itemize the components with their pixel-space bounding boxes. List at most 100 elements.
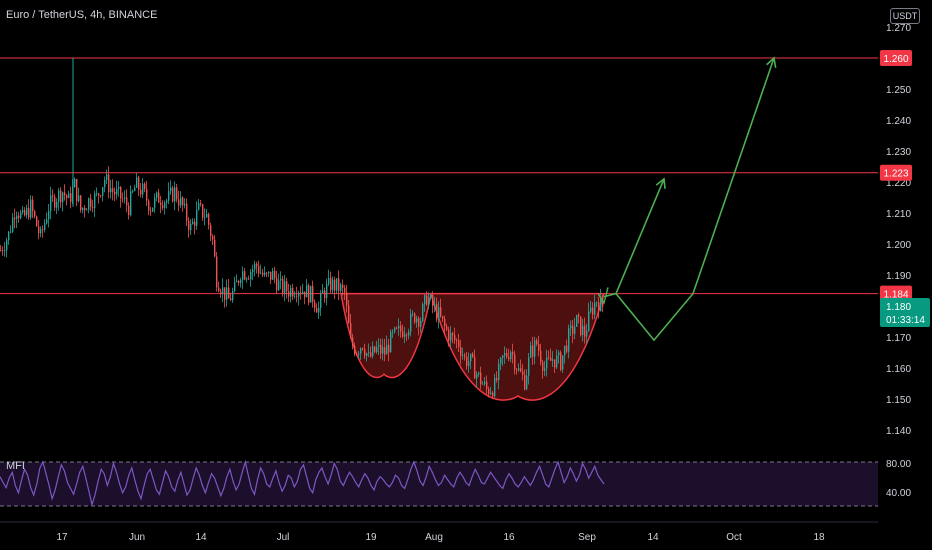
- candle-body: [342, 284, 344, 288]
- candle-body: [240, 280, 242, 283]
- candle-body: [18, 215, 20, 218]
- cup-shape: [340, 292, 432, 379]
- time-tick: 18: [813, 532, 825, 543]
- last-price-value: 1.180: [886, 302, 911, 313]
- candle-body: [494, 378, 496, 397]
- time-tick: Jun: [129, 532, 145, 543]
- candle-body: [440, 307, 442, 317]
- candle-body: [334, 279, 336, 291]
- candle-body: [570, 325, 572, 329]
- candle-body: [362, 348, 364, 350]
- candle-body: [460, 347, 462, 356]
- time-axis[interactable]: 17 Jun 14 Jul 19 Aug 16 Sep 14 Oct 18: [0, 521, 878, 543]
- candle-body: [270, 271, 272, 280]
- candle-body: [160, 202, 162, 206]
- candle-body: [254, 264, 256, 270]
- candle-body: [258, 266, 260, 274]
- candle-body: [64, 192, 66, 196]
- candle-body: [154, 197, 156, 208]
- candle-body: [550, 357, 552, 361]
- candle-body: [0, 250, 2, 251]
- candle-body: [470, 353, 472, 362]
- candle-body: [130, 191, 132, 216]
- indicator-label[interactable]: MFI: [6, 460, 25, 472]
- candle-body: [536, 340, 538, 344]
- candle-body: [380, 344, 382, 354]
- candle-body: [34, 211, 36, 217]
- candle-body: [406, 334, 408, 336]
- candle-body: [150, 210, 152, 212]
- candle-body: [170, 187, 172, 192]
- candle-body: [172, 187, 174, 202]
- candle-body: [514, 354, 516, 370]
- target-path: [615, 57, 775, 342]
- candle-body: [508, 356, 510, 360]
- candle-body: [590, 307, 592, 312]
- candle-body: [580, 316, 582, 336]
- currency-badge[interactable]: USDT: [890, 8, 920, 24]
- candle-body: [40, 229, 42, 234]
- time-tick: Sep: [578, 532, 596, 543]
- candle-body: [70, 193, 72, 202]
- candle-body: [36, 216, 38, 227]
- candle-body: [86, 209, 88, 211]
- candle-body: [212, 236, 214, 240]
- target-arrowhead: [766, 56, 777, 68]
- candle-body: [502, 355, 504, 358]
- candle-body: [358, 353, 360, 355]
- candle-body: [158, 192, 160, 203]
- candle-body: [194, 221, 196, 226]
- candle-body: [16, 215, 18, 220]
- candle-body: [504, 353, 506, 356]
- candle-body: [234, 282, 236, 292]
- time-tick: Aug: [425, 532, 443, 543]
- candle-body: [374, 346, 376, 353]
- price-tick: 1.140: [886, 426, 911, 437]
- target-arrows: [597, 56, 777, 342]
- last-price-box: [880, 298, 930, 327]
- candle-body: [218, 287, 220, 292]
- candle-body: [486, 381, 488, 389]
- candle-body: [4, 250, 6, 252]
- candle-body: [80, 195, 82, 211]
- candle-body: [50, 195, 52, 212]
- candle-body: [436, 304, 438, 320]
- candle-body: [232, 291, 234, 301]
- candle-body: [398, 325, 400, 329]
- candle-body: [348, 305, 350, 324]
- candle-body: [532, 345, 534, 357]
- candle-body: [500, 357, 502, 364]
- candle-body: [350, 323, 352, 338]
- candle-body: [286, 281, 288, 292]
- price-tick: 1.170: [886, 333, 911, 344]
- candle-body: [552, 359, 554, 361]
- candle-body: [248, 278, 250, 280]
- candle-body: [480, 372, 482, 385]
- candle-body: [124, 197, 126, 199]
- candle-body: [146, 189, 148, 201]
- candle-body: [318, 307, 320, 313]
- candle-body: [290, 288, 292, 297]
- candle-body: [392, 331, 394, 333]
- candle-body: [566, 345, 568, 352]
- candle-body: [478, 372, 480, 374]
- candle-body: [540, 350, 542, 363]
- candle-body: [140, 189, 142, 195]
- candle-body: [376, 346, 378, 353]
- candle-body: [148, 200, 150, 211]
- candle-body: [294, 295, 296, 297]
- candle-body: [466, 356, 468, 366]
- symbol-title[interactable]: Euro / TetherUS, 4h, BINANCE: [6, 9, 158, 21]
- price-tick: 1.230: [886, 147, 911, 158]
- candle-body: [314, 301, 316, 308]
- candle-body: [328, 277, 330, 285]
- candle-body: [400, 325, 402, 332]
- candle-body: [438, 307, 440, 320]
- candle-body: [120, 186, 122, 199]
- candle-body: [410, 314, 412, 332]
- candle-body: [10, 231, 12, 233]
- candle-body: [382, 347, 384, 354]
- candle-body: [94, 193, 96, 209]
- candle-body: [488, 388, 490, 394]
